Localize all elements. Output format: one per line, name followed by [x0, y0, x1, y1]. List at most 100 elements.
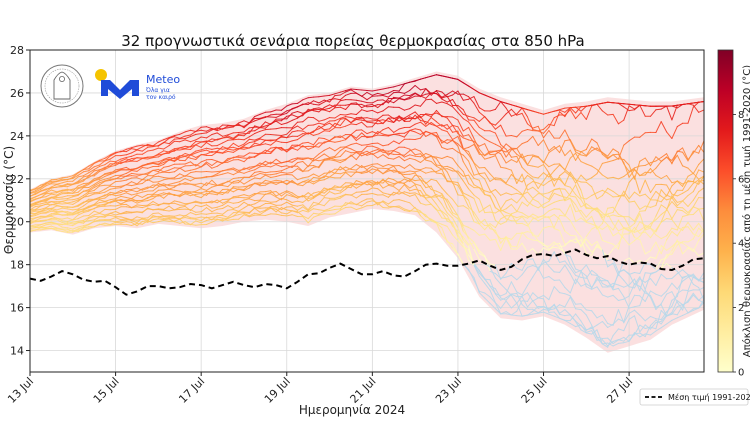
- ensemble-member-segment: [457, 236, 464, 245]
- ensemble-member-segment: [436, 222, 443, 237]
- ensemble-member-segment: [248, 193, 256, 197]
- ensemble-member-segment: [131, 170, 138, 172]
- ensemble-member-segment: [179, 205, 186, 208]
- ensemble-member-segment: [537, 297, 544, 300]
- ensemble-member-segment: [409, 202, 416, 209]
- ensemble-member-segment: [655, 293, 662, 297]
- ensemble-member-segment: [676, 154, 684, 167]
- ensemble-member-segment: [489, 173, 496, 181]
- ensemble-member-segment: [302, 197, 309, 203]
- ensemble-member-segment: [543, 152, 550, 164]
- ensemble-member-segment: [104, 201, 111, 204]
- ensemble-member-segment: [61, 207, 68, 210]
- ensemble-member-segment: [580, 161, 587, 165]
- ensemble-member-segment: [441, 203, 448, 214]
- ensemble-member-segment: [687, 221, 694, 231]
- ensemble-member-segment: [195, 141, 202, 146]
- ensemble-member-segment: [72, 204, 79, 208]
- ensemble-member-segment: [403, 154, 411, 158]
- ensemble-member-segment: [238, 176, 245, 179]
- ensemble-member-segment: [45, 193, 52, 198]
- ensemble-member-segment: [334, 160, 341, 164]
- ensemble-member-segment: [109, 171, 117, 175]
- ensemble-member-segment: [644, 256, 651, 263]
- ensemble-member-segment: [371, 187, 379, 190]
- ensemble-member-segment: [34, 188, 42, 193]
- ensemble-member-segment: [254, 138, 261, 143]
- ensemble-member-segment: [478, 250, 486, 257]
- ensemble-member-segment: [548, 265, 555, 273]
- ensemble-member-segment: [99, 201, 106, 204]
- ensemble-member-segment: [430, 133, 437, 138]
- ensemble-member-segment: [318, 95, 325, 98]
- ensemble-member-segment: [601, 225, 609, 230]
- ensemble-member-segment: [505, 212, 512, 216]
- ensemble-member-segment: [650, 168, 657, 176]
- ensemble-member-segment: [436, 109, 443, 118]
- ensemble-member-segment: [473, 197, 480, 213]
- ensemble-member-segment: [109, 198, 117, 201]
- ensemble-member-segment: [334, 156, 341, 158]
- ensemble-member-segment: [650, 241, 657, 252]
- ensemble-member-segment: [350, 89, 357, 94]
- ensemble-member-segment: [553, 246, 561, 249]
- ensemble-member-segment: [264, 191, 272, 195]
- ensemble-member-segment: [559, 171, 566, 177]
- ensemble-member-segment: [371, 122, 379, 125]
- ensemble-member-segment: [398, 184, 405, 191]
- ensemble-member-segment: [516, 295, 523, 304]
- ensemble-member-segment: [216, 208, 224, 210]
- ensemble-member-segment: [264, 200, 272, 203]
- ensemble-member-segment: [34, 197, 42, 200]
- ensemble-member-segment: [446, 76, 454, 79]
- ensemble-member-segment: [50, 195, 58, 198]
- ensemble-member-segment: [254, 212, 261, 215]
- ensemble-member-segment: [403, 94, 411, 97]
- ensemble-member-segment: [623, 159, 630, 166]
- ensemble-member-segment: [238, 131, 245, 133]
- ensemble-member-segment: [136, 144, 143, 147]
- ensemble-member-segment: [484, 178, 491, 191]
- ensemble-member-segment: [596, 274, 603, 279]
- ensemble-member-segment: [152, 221, 159, 224]
- ensemble-member-segment: [462, 242, 470, 261]
- ensemble-member-segment: [211, 219, 218, 223]
- ensemble-member-segment: [232, 177, 240, 179]
- ensemble-member-segment: [61, 176, 68, 179]
- ensemble-member-segment: [163, 188, 170, 191]
- ensemble-member-segment: [660, 311, 668, 320]
- ensemble-member-segment: [115, 206, 122, 210]
- ensemble-member-segment: [564, 171, 571, 186]
- ensemble-member-segment: [248, 214, 256, 218]
- ensemble-member-segment: [527, 292, 534, 302]
- ensemble-member-segment: [639, 157, 646, 162]
- ensemble-member-segment: [548, 216, 555, 230]
- ensemble-member-segment: [660, 204, 668, 210]
- ensemble-member-segment: [553, 109, 561, 112]
- ensemble-member-segment: [259, 125, 266, 128]
- ensemble-member-segment: [163, 203, 170, 205]
- ensemble-member-segment: [131, 211, 138, 214]
- ensemble-member-segment: [692, 233, 700, 238]
- ensemble-member-segment: [34, 200, 42, 204]
- ensemble-member-segment: [644, 325, 651, 338]
- ensemble-member-segment: [462, 205, 470, 210]
- ensemble-member-segment: [564, 107, 571, 113]
- ensemble-member-segment: [259, 139, 266, 146]
- ensemble-member-segment: [676, 200, 684, 207]
- ensemble-member-segment: [345, 134, 352, 140]
- ensemble-member-segment: [147, 184, 154, 189]
- ensemble-member-segment: [190, 141, 197, 147]
- ensemble-member-segment: [468, 270, 475, 279]
- ensemble-member-segment: [457, 218, 464, 228]
- y-tick-label: 24: [10, 130, 24, 143]
- ensemble-member-segment: [291, 102, 298, 105]
- ensemble-member-segment: [591, 147, 598, 152]
- ensemble-member-segment: [537, 227, 544, 237]
- ensemble-member-segment: [564, 239, 571, 247]
- ensemble-member-segment: [238, 124, 245, 127]
- ensemble-member-segment: [313, 110, 320, 113]
- ensemble-member-segment: [136, 204, 143, 206]
- ensemble-member-segment: [623, 194, 630, 203]
- ensemble-member-segment: [350, 142, 357, 145]
